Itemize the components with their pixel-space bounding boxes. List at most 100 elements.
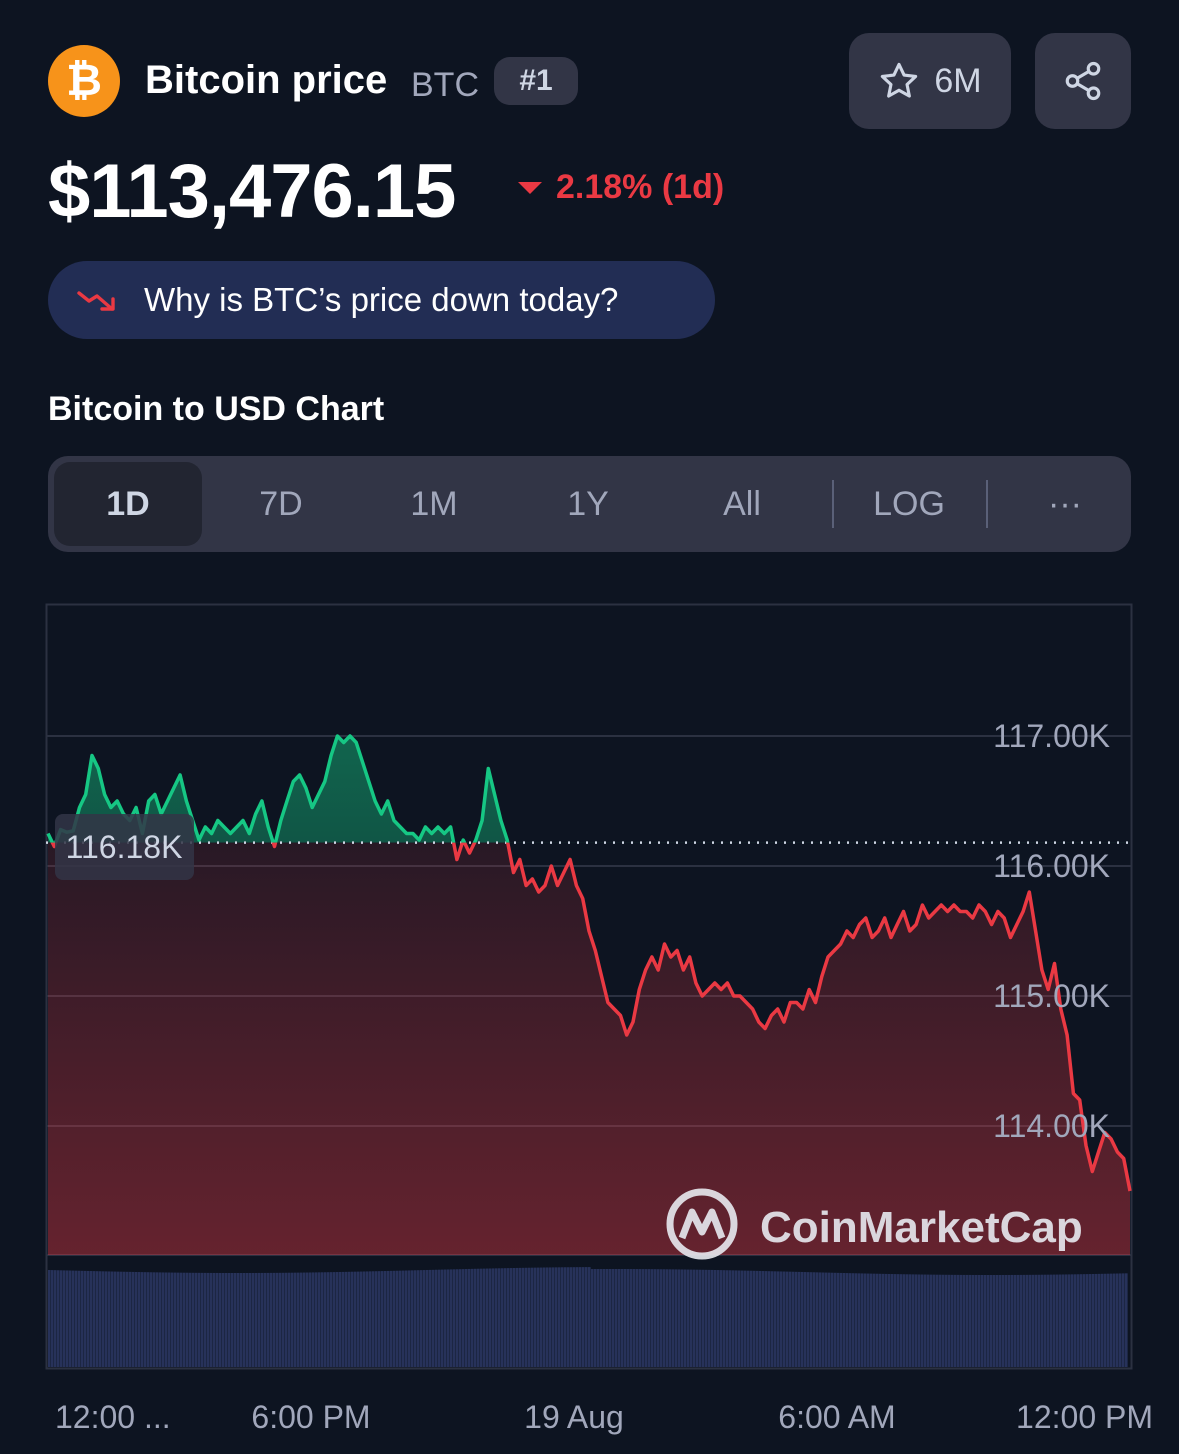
- volume-bar: [159, 1272, 162, 1367]
- bitcoin-logo-icon: ₿: [48, 45, 120, 117]
- volume-bar: [522, 1267, 525, 1367]
- volume-bar: [777, 1271, 780, 1367]
- volume-bar: [627, 1269, 630, 1367]
- volume-bar: [51, 1270, 54, 1367]
- volume-bar: [333, 1272, 336, 1367]
- volume-bar: [372, 1271, 375, 1367]
- volume-bar: [1029, 1274, 1032, 1367]
- watermark-text: CoinMarketCap: [760, 1203, 1083, 1252]
- volume-bar: [582, 1267, 585, 1367]
- volume-bar: [1065, 1274, 1068, 1367]
- volume-bar: [354, 1271, 357, 1367]
- volume-bar: [597, 1269, 600, 1367]
- volume-bar: [768, 1271, 771, 1367]
- tab-1y[interactable]: 1Y: [567, 484, 609, 523]
- volume-bar: [465, 1269, 468, 1367]
- volume-bar: [1017, 1274, 1020, 1367]
- volume-bar: [246, 1272, 249, 1367]
- y-tick-label: 117.00K: [993, 718, 1110, 754]
- tab-1d[interactable]: 1D: [54, 462, 202, 546]
- volume-bar: [624, 1269, 627, 1367]
- volume-bar: [432, 1269, 435, 1367]
- volume-bar: [237, 1273, 240, 1367]
- volume-bar: [1071, 1274, 1074, 1367]
- volume-bar: [387, 1270, 390, 1367]
- volume-bar: [708, 1269, 711, 1367]
- volume-bar: [546, 1267, 549, 1367]
- tab-1m[interactable]: 1M: [410, 484, 458, 523]
- volume-bar: [828, 1272, 831, 1367]
- volume-bar: [651, 1269, 654, 1367]
- volume-bar: [534, 1267, 537, 1367]
- volume-bar: [414, 1270, 417, 1367]
- watchlist-button[interactable]: 6M: [849, 33, 1011, 129]
- volume-bar: [804, 1272, 807, 1367]
- volume-bar: [336, 1272, 339, 1367]
- volume-bar: [867, 1273, 870, 1367]
- volume-bar: [483, 1268, 486, 1367]
- volume-bar: [168, 1272, 171, 1367]
- tab-log[interactable]: LOG: [873, 484, 945, 523]
- volume-bar: [549, 1267, 552, 1367]
- volume-bar: [906, 1274, 909, 1367]
- volume-bar: [873, 1273, 876, 1367]
- volume-bar: [396, 1270, 399, 1367]
- reference-label-box: [55, 814, 194, 880]
- volume-bar: [441, 1269, 444, 1367]
- volume-bar: [264, 1272, 267, 1367]
- volume-bar: [711, 1269, 714, 1367]
- tab-7d[interactable]: 7D: [259, 484, 303, 523]
- volume-bar: [540, 1267, 543, 1367]
- volume-bar: [498, 1268, 501, 1367]
- volume-bar: [321, 1272, 324, 1367]
- volume-bar: [474, 1268, 477, 1367]
- volume-bar: [150, 1272, 153, 1367]
- volume-bar: [135, 1271, 138, 1367]
- tab-all[interactable]: All: [723, 484, 761, 523]
- volume-bar: [969, 1274, 972, 1367]
- volume-bar: [555, 1267, 558, 1367]
- volume-bar: [930, 1274, 933, 1367]
- volume-bar: [1092, 1273, 1095, 1367]
- volume-bar: [453, 1269, 456, 1367]
- volume-bar: [129, 1271, 132, 1367]
- volume-bar: [723, 1270, 726, 1367]
- volume-bar: [219, 1272, 222, 1367]
- volume-bar: [1023, 1274, 1026, 1367]
- volume-bar: [108, 1271, 111, 1367]
- tab-more[interactable]: ···: [1048, 484, 1082, 523]
- volume-bar: [690, 1269, 693, 1367]
- volume-bar: [204, 1272, 207, 1367]
- volume-bar: [282, 1272, 285, 1367]
- volume-bar: [684, 1269, 687, 1367]
- volume-bar: [495, 1268, 498, 1367]
- volume-bar: [57, 1270, 60, 1367]
- volume-bar: [339, 1271, 342, 1367]
- volume-bar: [858, 1273, 861, 1367]
- volume-bar: [1056, 1274, 1059, 1367]
- volume-bar: [822, 1272, 825, 1367]
- volume-bar: [357, 1271, 360, 1367]
- volume-bar: [231, 1272, 234, 1367]
- volume-bar: [879, 1273, 882, 1367]
- share-button[interactable]: [1035, 33, 1131, 129]
- volume-bar: [327, 1272, 330, 1367]
- volume-bar: [600, 1269, 603, 1367]
- volume-bar: [678, 1269, 681, 1367]
- volume-bar: [240, 1272, 243, 1367]
- volume-bar: [825, 1272, 828, 1367]
- volume-bar: [141, 1272, 144, 1367]
- volume-bar: [888, 1273, 891, 1367]
- volume-bar: [297, 1272, 300, 1367]
- volume-bar: [999, 1274, 1002, 1367]
- volume-bar: [156, 1272, 159, 1367]
- volume-bar: [507, 1268, 510, 1367]
- why-price-down-button[interactable]: Why is BTC’s price down today?: [48, 261, 715, 339]
- volume-bar: [762, 1271, 765, 1367]
- volume-bar: [885, 1273, 888, 1367]
- volume-bar: [1080, 1274, 1083, 1367]
- volume-bar: [342, 1271, 345, 1367]
- volume-bar: [705, 1269, 708, 1367]
- x-tick-label: 6:00 AM: [778, 1399, 895, 1435]
